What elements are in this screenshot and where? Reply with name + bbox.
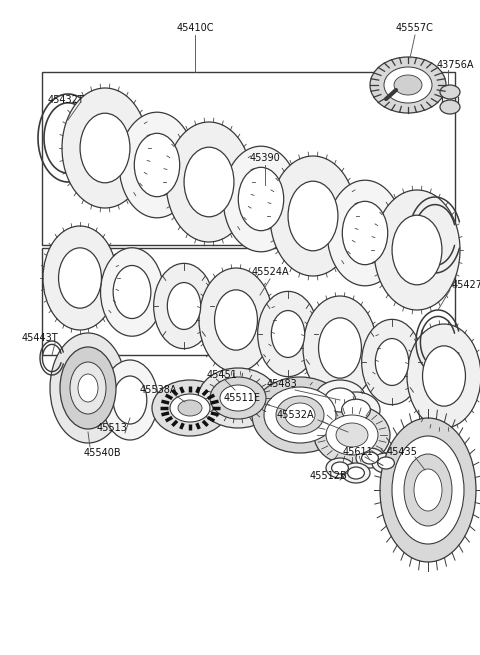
Ellipse shape	[326, 415, 378, 455]
Ellipse shape	[372, 453, 400, 473]
Ellipse shape	[271, 310, 305, 358]
Ellipse shape	[342, 201, 388, 265]
Ellipse shape	[134, 134, 180, 196]
Ellipse shape	[199, 268, 273, 372]
Ellipse shape	[80, 113, 130, 183]
Ellipse shape	[119, 112, 195, 218]
Ellipse shape	[70, 362, 106, 414]
Ellipse shape	[102, 360, 158, 440]
Text: 45410C: 45410C	[176, 23, 214, 33]
Text: 45513: 45513	[96, 423, 127, 433]
Ellipse shape	[270, 156, 356, 276]
Ellipse shape	[178, 400, 202, 416]
Text: 45451: 45451	[206, 370, 238, 380]
Text: 45540B: 45540B	[83, 448, 121, 458]
Ellipse shape	[414, 469, 442, 511]
Ellipse shape	[440, 100, 460, 114]
Ellipse shape	[258, 291, 318, 377]
Ellipse shape	[276, 396, 324, 434]
Ellipse shape	[348, 467, 364, 479]
Text: 45538A: 45538A	[139, 385, 177, 395]
Ellipse shape	[100, 248, 164, 336]
Ellipse shape	[375, 339, 408, 385]
Ellipse shape	[198, 368, 278, 428]
Ellipse shape	[326, 458, 354, 478]
Ellipse shape	[342, 399, 371, 421]
Ellipse shape	[314, 380, 366, 420]
Ellipse shape	[380, 418, 476, 562]
Ellipse shape	[285, 403, 315, 427]
Ellipse shape	[184, 147, 234, 217]
Ellipse shape	[154, 263, 215, 348]
Ellipse shape	[220, 385, 256, 411]
Ellipse shape	[361, 320, 422, 405]
Ellipse shape	[166, 122, 252, 242]
Ellipse shape	[440, 85, 460, 99]
Ellipse shape	[392, 215, 442, 285]
Text: 45427T: 45427T	[452, 280, 480, 290]
Ellipse shape	[50, 333, 126, 443]
Text: 45390: 45390	[250, 153, 280, 163]
Ellipse shape	[78, 374, 98, 402]
Ellipse shape	[384, 67, 432, 103]
Text: 45432T: 45432T	[48, 95, 85, 105]
Text: 45557C: 45557C	[396, 23, 434, 33]
Ellipse shape	[342, 463, 370, 483]
Ellipse shape	[332, 462, 348, 474]
Ellipse shape	[303, 296, 377, 400]
Ellipse shape	[422, 346, 466, 406]
Ellipse shape	[152, 380, 228, 436]
Ellipse shape	[394, 75, 422, 95]
Text: 45611: 45611	[343, 447, 373, 457]
Ellipse shape	[62, 88, 148, 208]
Ellipse shape	[361, 452, 378, 464]
Ellipse shape	[238, 167, 284, 231]
Ellipse shape	[356, 448, 384, 468]
Text: 45524A: 45524A	[251, 267, 289, 277]
Ellipse shape	[113, 265, 151, 318]
Ellipse shape	[43, 226, 117, 330]
Text: 45443T: 45443T	[22, 333, 59, 343]
Ellipse shape	[168, 282, 201, 329]
Ellipse shape	[170, 394, 210, 422]
Ellipse shape	[314, 405, 390, 465]
Text: 43756A: 43756A	[436, 60, 474, 70]
Ellipse shape	[319, 318, 361, 378]
Ellipse shape	[336, 423, 368, 447]
Ellipse shape	[215, 290, 257, 350]
Ellipse shape	[392, 436, 464, 544]
Ellipse shape	[59, 248, 101, 308]
Text: 45483: 45483	[266, 379, 298, 389]
Text: 45511E: 45511E	[224, 393, 261, 403]
Ellipse shape	[378, 457, 395, 469]
Ellipse shape	[288, 181, 338, 251]
Ellipse shape	[332, 392, 380, 428]
Text: 45435: 45435	[386, 447, 418, 457]
Ellipse shape	[252, 377, 348, 453]
Ellipse shape	[210, 377, 266, 419]
Ellipse shape	[404, 454, 452, 526]
Ellipse shape	[113, 376, 147, 424]
Ellipse shape	[223, 146, 299, 252]
Ellipse shape	[370, 57, 446, 113]
Ellipse shape	[327, 180, 403, 286]
Ellipse shape	[264, 387, 336, 443]
Ellipse shape	[374, 190, 460, 310]
Text: 45532A: 45532A	[276, 410, 314, 420]
Ellipse shape	[60, 347, 116, 429]
Text: 45512B: 45512B	[309, 471, 347, 481]
Ellipse shape	[324, 388, 356, 412]
Ellipse shape	[407, 324, 480, 428]
